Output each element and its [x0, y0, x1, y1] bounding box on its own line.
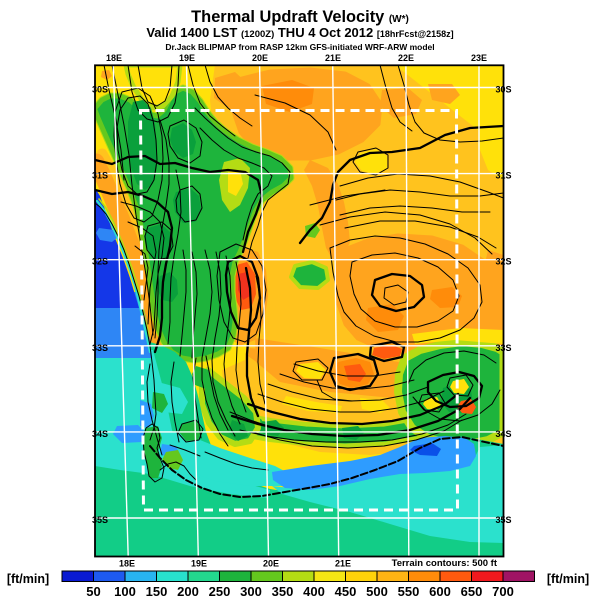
svg-text:22E: 22E [398, 53, 414, 63]
svg-text:32S: 32S [496, 257, 512, 267]
svg-text:Terrain contours: 500 ft: Terrain contours: 500 ft [392, 558, 498, 569]
svg-text:400: 400 [303, 584, 325, 599]
svg-text:21E: 21E [325, 53, 341, 63]
svg-text:34S: 34S [92, 429, 108, 439]
svg-text:150: 150 [146, 584, 168, 599]
svg-text:21E: 21E [335, 559, 351, 569]
svg-text:18E: 18E [119, 559, 135, 569]
svg-text:19E: 19E [179, 53, 195, 63]
svg-text:100: 100 [114, 584, 136, 599]
svg-text:250: 250 [209, 584, 231, 599]
svg-text:600: 600 [429, 584, 451, 599]
svg-text:50: 50 [86, 584, 100, 599]
svg-text:700: 700 [492, 584, 514, 599]
svg-text:500: 500 [366, 584, 388, 599]
svg-text:32S: 32S [92, 257, 108, 267]
svg-text:Dr.Jack BLIPMAP from RASP 12km: Dr.Jack BLIPMAP from RASP 12km GFS-initi… [165, 42, 434, 52]
svg-text:450: 450 [335, 584, 357, 599]
svg-text:200: 200 [177, 584, 199, 599]
svg-text:34S: 34S [496, 429, 512, 439]
svg-text:[ft/min]: [ft/min] [7, 572, 49, 586]
svg-text:35S: 35S [496, 515, 512, 525]
svg-text:33S: 33S [92, 343, 108, 353]
svg-text:20E: 20E [263, 559, 279, 569]
svg-text:300: 300 [240, 584, 262, 599]
svg-text:Valid 1400 LST (1200Z) THU 4 O: Valid 1400 LST (1200Z) THU 4 Oct 2012 [1… [146, 25, 453, 40]
svg-text:650: 650 [461, 584, 483, 599]
svg-text:31S: 31S [92, 171, 108, 181]
svg-text:[ft/min]: [ft/min] [547, 572, 589, 586]
svg-text:550: 550 [398, 584, 420, 599]
svg-text:31S: 31S [496, 171, 512, 181]
svg-text:35S: 35S [92, 515, 108, 525]
svg-text:33S: 33S [496, 343, 512, 353]
svg-text:20E: 20E [252, 53, 268, 63]
svg-text:30S: 30S [496, 85, 512, 95]
svg-text:30S: 30S [92, 85, 108, 95]
svg-text:350: 350 [272, 584, 294, 599]
svg-text:23E: 23E [471, 53, 487, 63]
svg-text:Thermal Updraft Velocity (W*): Thermal Updraft Velocity (W*) [191, 8, 409, 26]
svg-text:19E: 19E [191, 559, 207, 569]
svg-text:18E: 18E [106, 53, 122, 63]
